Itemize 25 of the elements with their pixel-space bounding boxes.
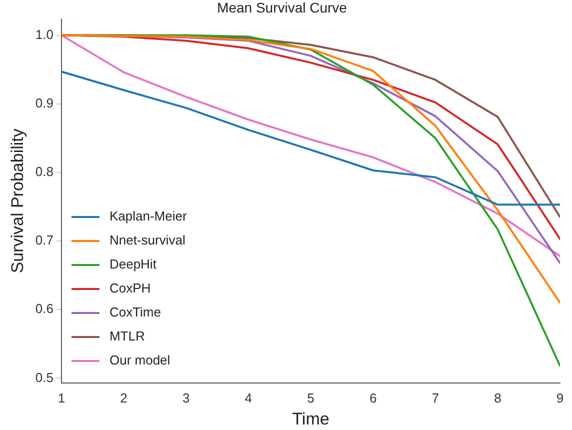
legend-label: MTLR bbox=[109, 328, 145, 344]
y-tick-label: 0.5 bbox=[35, 370, 54, 385]
y-tick-label: 0.9 bbox=[35, 95, 54, 110]
y-tick-label: 0.8 bbox=[35, 164, 54, 180]
x-tick-label: 4 bbox=[244, 390, 252, 406]
legend-label: DeepHit bbox=[109, 256, 157, 272]
x-tick-label: 7 bbox=[432, 390, 439, 406]
legend-label: CoxPH bbox=[109, 280, 151, 296]
y-tick-label: 0.7 bbox=[35, 232, 54, 248]
y-tick-label: 0.6 bbox=[35, 301, 54, 316]
x-tick-label: 8 bbox=[494, 390, 502, 406]
x-axis-title: Time bbox=[292, 409, 330, 428]
x-tick-label: 5 bbox=[307, 390, 314, 406]
legend-label: Kaplan-Meier bbox=[109, 208, 188, 224]
x-tick-label: 6 bbox=[369, 390, 377, 406]
legend-label: CoxTime bbox=[109, 304, 162, 320]
x-tick-label: 2 bbox=[120, 390, 128, 406]
y-axis-title: Survival Probability bbox=[8, 128, 27, 274]
x-tick-label: 3 bbox=[182, 390, 190, 406]
x-tick-label: 1 bbox=[58, 390, 66, 406]
y-tick-label: 1.0 bbox=[35, 26, 54, 42]
chart-title: Mean Survival Curve bbox=[217, 0, 348, 16]
x-tick-label: 9 bbox=[556, 390, 564, 406]
legend-label: Our model bbox=[109, 352, 170, 368]
legend-label: Nnet-survival bbox=[109, 232, 186, 248]
